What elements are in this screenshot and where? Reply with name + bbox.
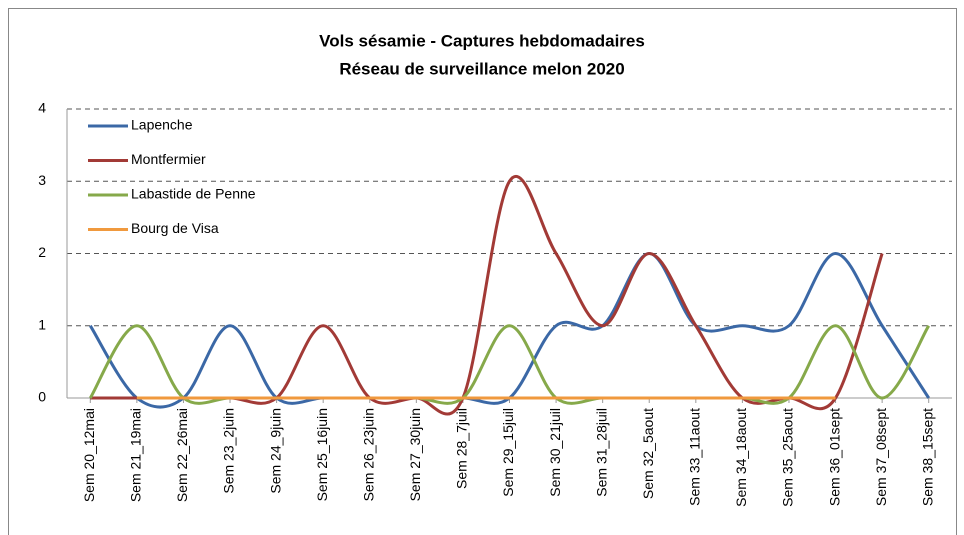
legend-label: Lapenche: [131, 117, 193, 133]
legend-label: Bourg de Visa: [131, 220, 219, 236]
x-tick-label: Sem 22_26mai: [174, 408, 190, 502]
x-tick-label: Sem 24_9juin: [267, 408, 283, 494]
chart-frame: [8, 8, 957, 535]
y-tick-label: 1: [38, 316, 46, 332]
x-tick-label: Sem 25_16juin: [314, 408, 330, 501]
x-tick-label: Sem 30_21juil: [547, 408, 563, 497]
x-tick-label: Sem 35_25aout: [780, 408, 796, 507]
series-line: [89, 251, 930, 409]
x-tick-label: Sem 31_28juil: [593, 408, 609, 497]
x-tick-label: Sem 28_7juil: [454, 408, 470, 489]
x-tick-label: Sem 32_5aout: [640, 408, 656, 499]
x-tick-label: Sem 34_18aout: [733, 408, 749, 507]
x-tick-label: Sem 37_08sept: [873, 408, 889, 506]
x-tick-label: Sem 33_11aout: [687, 408, 703, 506]
x-tick-label: Sem 21_19mai: [128, 408, 144, 502]
legend-label: Montfermier: [131, 151, 206, 167]
chart-title: Vols sésamie - Captures hebdomadaires: [319, 31, 645, 50]
x-tick-label: Sem 26_23juin: [360, 408, 376, 501]
x-tick-label: Sem 27_30juin: [407, 408, 423, 501]
x-tick-label: Sem 20_12mai: [81, 408, 97, 502]
x-tick-label: Sem 23_2juin: [221, 408, 237, 494]
series-line: [90, 175, 884, 416]
x-tick-label: Sem 29_15juil: [500, 408, 516, 497]
y-tick-label: 2: [38, 244, 46, 260]
y-tick-label: 3: [38, 172, 46, 188]
chart-subtitle: Réseau de surveillance melon 2020: [339, 59, 624, 78]
y-tick-label: 0: [38, 389, 46, 405]
legend-label: Labastide de Penne: [131, 186, 256, 202]
x-tick-label: Sem 36_01sept: [826, 408, 842, 506]
y-tick-label: 4: [38, 100, 46, 116]
x-tick-label: Sem 38_15sept: [919, 408, 935, 506]
